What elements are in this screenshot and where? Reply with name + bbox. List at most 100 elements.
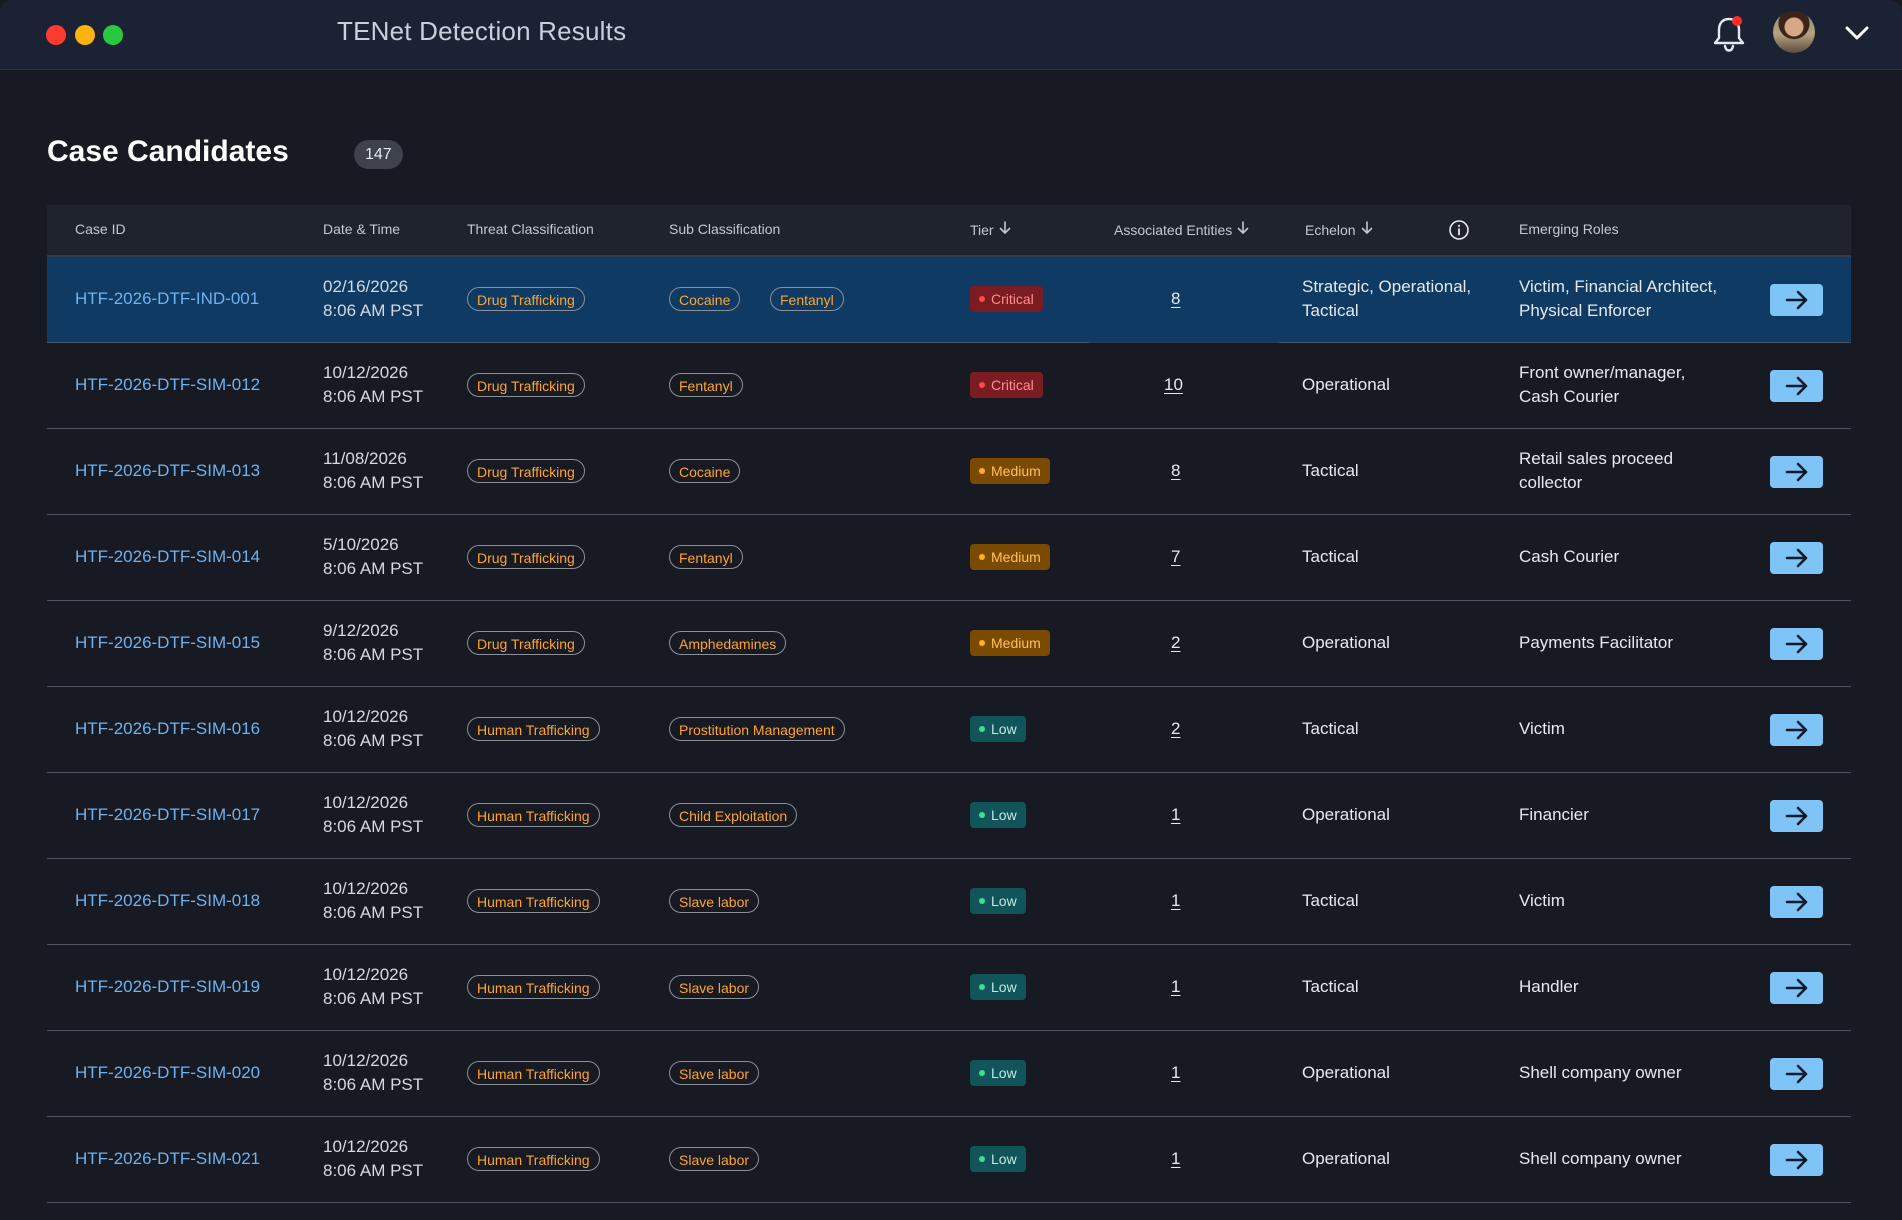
chevron-down-icon[interactable]: [1844, 20, 1870, 46]
time-text: 8:06 AM PST: [323, 387, 424, 406]
open-case-button[interactable]: [1770, 714, 1823, 746]
associated-entities-link[interactable]: 2: [1171, 719, 1181, 738]
associated-entities-link[interactable]: 1: [1171, 1063, 1181, 1082]
table-row[interactable]: HTF-2026-DTF-SIM-020 10/12/2026 8:06 AM PS…: [47, 1031, 1851, 1117]
header-tier-label: Tier: [970, 222, 994, 238]
open-case-button[interactable]: [1770, 1144, 1823, 1176]
header-associated-entities[interactable]: Associated Entities: [1114, 221, 1249, 238]
threat-classification-tag: Human Trafficking: [467, 975, 600, 999]
emerging-role-text: Victim, Financial Architect,: [1519, 277, 1718, 296]
header-date-time: Date & Time: [323, 221, 401, 237]
associated-entities-link[interactable]: 2: [1171, 633, 1181, 652]
tier-badge: Critical: [970, 286, 1043, 312]
arrow-right-icon: [1785, 634, 1807, 654]
time-text: 8:06 AM PST: [323, 473, 424, 492]
associated-entities-link[interactable]: 10: [1164, 375, 1183, 394]
associated-entities-link[interactable]: 1: [1171, 891, 1181, 910]
echelon-cell: Operational: [1302, 803, 1390, 827]
table-row[interactable]: HTF-2026-DTF-SIM-012 10/12/2026 8:06 AM PS…: [47, 343, 1851, 429]
table-row[interactable]: HTF-2026-DTF-SIM-013 11/08/2026 8:06 AM PS…: [47, 429, 1851, 515]
header-echelon[interactable]: Echelon: [1305, 221, 1373, 238]
sub-classification-tag: Slave labor: [669, 1061, 760, 1085]
date-time-cell: 10/12/2026 8:06 AM PST: [323, 1049, 423, 1097]
table-row[interactable]: HTF-2026-DTF-SIM-021 10/12/2026 8:06 AM PS…: [47, 1117, 1851, 1203]
emerging-role-text: Cash Courier: [1519, 547, 1620, 566]
arrow-right-icon: [1785, 548, 1807, 568]
case-id-link[interactable]: HTF-2026-DTF-SIM-019: [75, 977, 261, 996]
emerging-role-text: Payments Facilitator: [1519, 633, 1673, 652]
maximize-window-button[interactable]: [103, 25, 123, 45]
associated-entities-link[interactable]: 1: [1171, 977, 1181, 996]
case-id-link[interactable]: HTF-2026-DTF-SIM-020: [75, 1063, 261, 1082]
notification-dot: [1732, 16, 1742, 26]
tier-badge: Low: [970, 974, 1026, 1000]
header-sub-classification: Sub Classification: [669, 221, 781, 237]
associated-entities-link[interactable]: 8: [1171, 289, 1181, 308]
case-id-link[interactable]: HTF-2026-DTF-SIM-015: [75, 633, 261, 652]
table-row[interactable]: HTF-2026-DTF-SIM-019 10/12/2026 8:06 AM PS…: [47, 945, 1851, 1031]
table-row[interactable]: HTF-2026-DTF-SIM-015 9/12/2026 8:06 AM PST…: [47, 601, 1851, 687]
case-candidates-table: Case ID Date & Time Threat Classificatio…: [47, 205, 1851, 1203]
header-entities-label: Associated Entities: [1114, 222, 1233, 238]
date-time-cell: 10/12/2026 8:06 AM PST: [323, 361, 423, 409]
echelon-cell: Operational: [1302, 373, 1390, 397]
date-time-cell: 5/10/2026 8:06 AM PST: [323, 533, 423, 581]
date-time-cell: 11/08/2026 8:06 AM PST: [323, 447, 423, 495]
emerging-role-text: Shell company owner: [1519, 1149, 1682, 1168]
date-time-cell: 10/12/2026 8:06 AM PST: [323, 877, 423, 925]
open-case-button[interactable]: [1770, 284, 1823, 316]
table-row[interactable]: HTF-2026-DTF-SIM-014 5/10/2026 8:06 AM PST…: [47, 515, 1851, 601]
case-id-link[interactable]: HTF-2026-DTF-SIM-018: [75, 891, 261, 910]
case-id-link[interactable]: HTF-2026-DTF-SIM-016: [75, 719, 261, 738]
arrow-down-icon: [1237, 221, 1249, 234]
date-time-cell: 9/12/2026 8:06 AM PST: [323, 619, 423, 667]
tier-badge: Low: [970, 888, 1026, 914]
open-case-button[interactable]: [1770, 370, 1823, 402]
case-id-link[interactable]: HTF-2026-DTF-SIM-013: [75, 461, 261, 480]
open-case-button[interactable]: [1770, 1058, 1823, 1090]
open-case-button[interactable]: [1770, 800, 1823, 832]
row-divider-accent: [1089, 341, 1279, 343]
case-id-link[interactable]: HTF-2026-DTF-SIM-017: [75, 805, 261, 824]
associated-entities-link[interactable]: 1: [1171, 805, 1181, 824]
threat-classification-tag: Human Trafficking: [467, 803, 600, 827]
minimize-window-button[interactable]: [75, 25, 95, 45]
table-row[interactable]: HTF-2026-DTF-IND-001 02/16/2026 8:06 AM PS…: [47, 257, 1851, 343]
open-case-button[interactable]: [1770, 542, 1823, 574]
open-case-button[interactable]: [1770, 456, 1823, 488]
echelon-text: Operational: [1302, 805, 1390, 824]
tier-badge: Low: [970, 1060, 1026, 1086]
close-window-button[interactable]: [46, 25, 66, 45]
title-bar: TENet Detection Results: [0, 0, 1902, 70]
emerging-roles-cell: Victim: [1519, 889, 1565, 913]
sub-classification-tag: Cocaine: [669, 287, 741, 311]
table-row[interactable]: HTF-2026-DTF-SIM-016 10/12/2026 8:06 AM PS…: [47, 687, 1851, 773]
header-tier[interactable]: Tier: [970, 221, 1011, 238]
user-avatar[interactable]: [1773, 11, 1815, 53]
open-case-button[interactable]: [1770, 628, 1823, 660]
open-case-button[interactable]: [1770, 972, 1823, 1004]
case-id-link[interactable]: HTF-2026-DTF-SIM-021: [75, 1149, 261, 1168]
table-row[interactable]: HTF-2026-DTF-SIM-017 10/12/2026 8:06 AM PS…: [47, 773, 1851, 859]
associated-entities-link[interactable]: 8: [1171, 461, 1181, 480]
bell-icon[interactable]: [1710, 14, 1748, 54]
echelon-text: Tactical: [1302, 461, 1359, 480]
emerging-role-text: Victim: [1519, 719, 1565, 738]
emerging-role-text: Financier: [1519, 805, 1589, 824]
table-header: Case ID Date & Time Threat Classificatio…: [47, 205, 1851, 257]
case-id-link[interactable]: HTF-2026-DTF-SIM-012: [75, 375, 261, 394]
table-row[interactable]: HTF-2026-DTF-SIM-018 10/12/2026 8:06 AM PS…: [47, 859, 1851, 945]
open-case-button[interactable]: [1770, 886, 1823, 918]
date-text: 10/12/2026: [323, 707, 409, 726]
associated-entities-link[interactable]: 1: [1171, 1149, 1181, 1168]
emerging-role-text: Retail sales proceed: [1519, 449, 1674, 468]
threat-classification-tag: Drug Trafficking: [467, 631, 585, 655]
echelon-cell: Operational: [1302, 1061, 1390, 1085]
info-icon[interactable]: [1448, 219, 1470, 241]
case-id-link[interactable]: HTF-2026-DTF-SIM-014: [75, 547, 261, 566]
associated-entities-link[interactable]: 7: [1171, 547, 1181, 566]
date-time-cell: 10/12/2026 8:06 AM PST: [323, 1135, 423, 1183]
case-id-link[interactable]: HTF-2026-DTF-IND-001: [75, 289, 260, 308]
sub-classification-tag: Prostitution Management: [669, 717, 845, 741]
